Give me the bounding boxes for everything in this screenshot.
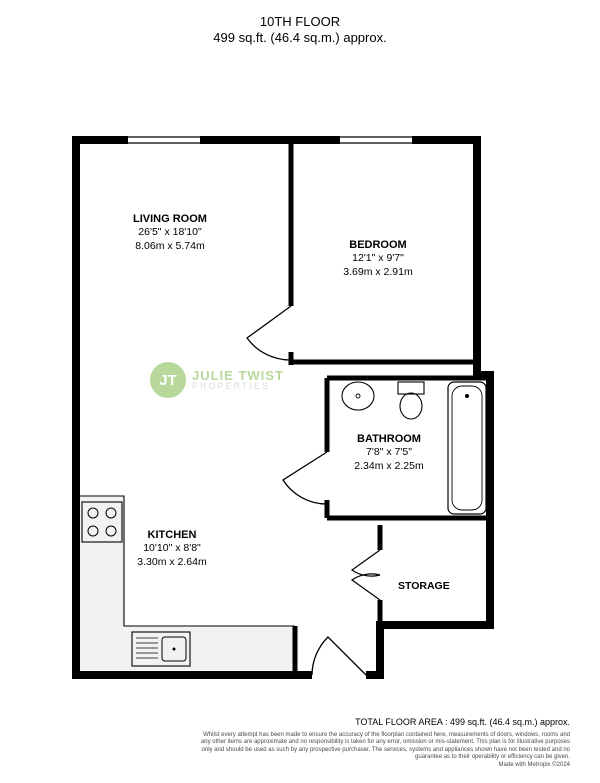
footer-total-area: TOTAL FLOOR AREA : 499 sq.ft. (46.4 sq.m… [200,717,570,728]
floor-area-subtitle: 499 sq.ft. (46.4 sq.m.) approx. [0,30,600,46]
floorplan-diagram: LIVING ROOM 26'5" x 18'10" 8.06m x 5.74m… [40,70,560,710]
sink-icon [342,382,374,410]
watermark-badge: JT [150,362,186,398]
footer-madewith: Made with Metropix ©2024 [200,762,570,770]
footer-disclaimer: Whilst every attempt has been made to en… [200,732,570,762]
toilet-icon [398,382,424,394]
watermark-line2: PROPERTIES [192,382,284,391]
header: 10TH FLOOR 499 sq.ft. (46.4 sq.m.) appro… [0,14,600,47]
outer-wall [76,140,490,675]
footer: TOTAL FLOOR AREA : 499 sq.ft. (46.4 sq.m… [200,717,570,769]
floorplan-page: 10TH FLOOR 499 sq.ft. (46.4 sq.m.) appro… [0,0,600,783]
floor-title: 10TH FLOOR [0,14,600,30]
bathtub-icon [448,382,486,514]
door-entry [312,637,366,675]
floorplan-svg [40,70,560,710]
door-bedroom [247,306,291,360]
storage-label: STORAGE [398,580,450,592]
door-storage-lower [352,574,380,600]
door-storage-upper [352,550,380,576]
watermark-logo: JT JULIE TWIST PROPERTIES [150,362,284,398]
door-bathroom [283,452,327,504]
